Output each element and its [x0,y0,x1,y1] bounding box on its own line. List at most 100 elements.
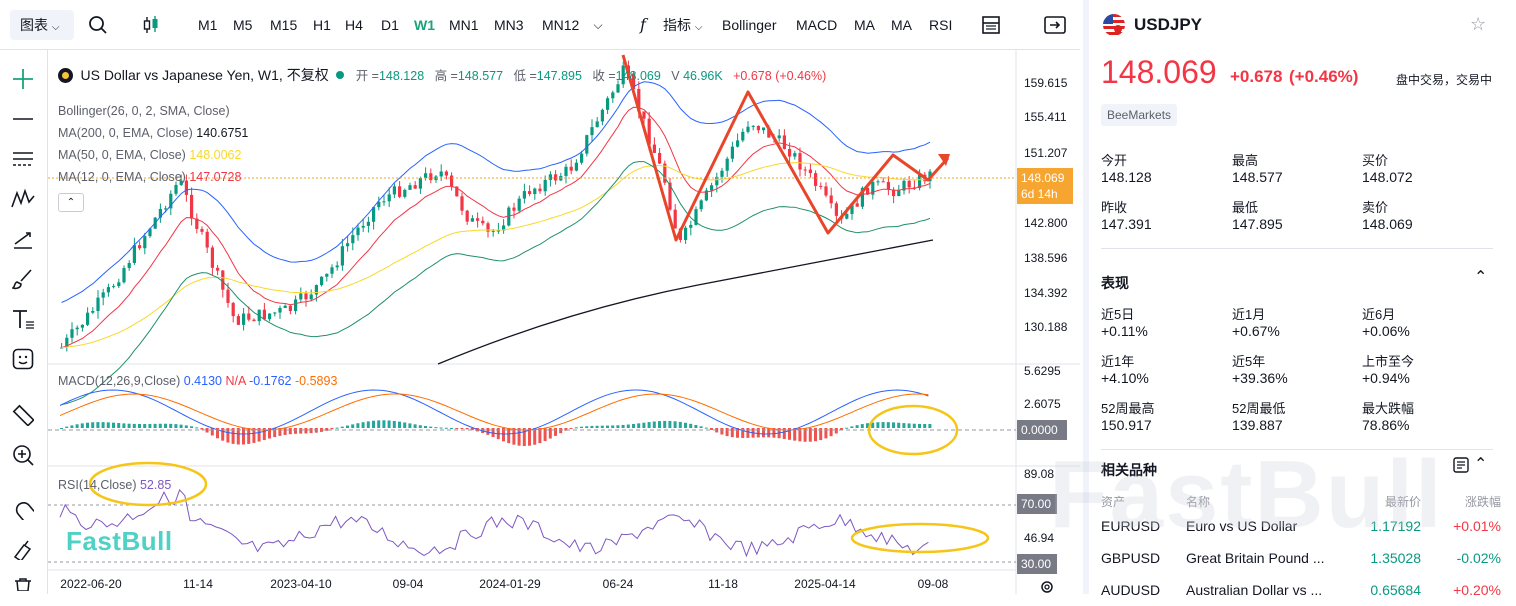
ruler-icon[interactable] [10,402,36,428]
perf-value: 150.917 [1101,417,1152,433]
related-change: -0.02% [1456,550,1501,566]
candle-body [715,176,719,186]
more-intervals-chevron-icon[interactable]: ⌵ [593,17,603,32]
horizontal-line-icon[interactable] [10,106,36,132]
rsi-value: 52.85 [139,478,172,492]
candle-body [611,92,615,99]
candle-body [621,65,625,85]
interval-h1-button[interactable]: H1 [313,17,331,33]
emoji-icon[interactable] [10,346,36,372]
brush-icon[interactable] [10,266,36,292]
macd-hist-bar [918,423,921,428]
candle-body [850,203,854,214]
macd-hist-bar [382,420,386,428]
list-icon[interactable] [1453,457,1471,475]
macd-zero-tag-label: 0.0000 [1021,423,1058,437]
macd-value-4: -0.5893 [295,374,338,388]
candle-body [413,185,417,189]
fullscreen-icon[interactable] [1043,13,1067,37]
time-tick-label: 09-04 [393,577,424,591]
pattern-icon[interactable] [10,186,36,212]
candle-body [325,273,329,277]
broker-badge[interactable]: BeeMarkets [1101,104,1178,126]
indicators-button[interactable]: 指标 ⌵ [663,12,702,38]
interval-w1-button[interactable]: W1 [414,17,435,33]
chart-toolbar: 图表 ⌵ M1 M5 M15 H1 H4 D1 W1 MN1 MN3 MN12 ⌵ f 指标 ⌵ … [0,0,1080,50]
macd-hist-bar [283,428,287,435]
study-bollinger[interactable]: Bollinger(26, 0, 2, SMA, Close) [58,104,230,118]
macd-hist-bar [502,428,505,442]
collapse-related-icon[interactable]: ⌃ [1474,456,1488,473]
collapse-performance-icon[interactable]: ⌃ [1474,269,1488,286]
low-value: 147.895 [536,69,582,83]
zoom-in-icon[interactable] [10,442,36,468]
highlight-ellipse [867,404,959,456]
magnet-icon[interactable] [10,496,36,522]
interval-mn1-button[interactable]: MN1 [449,17,479,33]
study-ma200[interactable]: MA(200, 0, EMA, Close) 140.6751 [58,126,248,140]
interval-mn12-button[interactable]: MN12 [542,17,580,33]
crosshair-icon[interactable] [10,66,36,92]
watermark-logo: FastBull [66,526,173,556]
chart-area[interactable]: 159.615 155.411 151.207 142.800 138.596 134.3… [48,50,1080,594]
price-tick-label: 142.800 [1024,216,1068,230]
indicator-rsi-button[interactable]: RSI [929,17,953,33]
interval-m1-button[interactable]: M1 [198,17,218,33]
indicator-ma-button[interactable]: MA [854,17,875,33]
macd-hist-bar [148,423,152,428]
study-ma50[interactable]: MA(50, 0, EMA, Close) 148.0062 [58,148,241,162]
perf-label: 最大跌幅 [1362,401,1415,416]
candle-body [377,201,381,208]
search-icon[interactable] [86,13,110,37]
interval-m5-button[interactable]: M5 [233,17,253,33]
fib-lines-icon[interactable] [10,146,36,172]
candle-body [372,207,376,222]
star-icon[interactable]: ☆ [1470,14,1487,34]
candle-body [595,121,599,128]
macd-hist-bar [912,423,916,428]
candle-body [164,208,168,210]
stat-value: 148.069 [1362,216,1413,232]
candle-body [642,111,646,119]
candlestick-icon[interactable] [139,13,163,37]
interval-mn3-button[interactable]: MN3 [494,17,524,33]
chart-type-dropdown[interactable]: 图表 ⌵ [10,10,74,40]
macd-hist-bar [153,423,157,428]
candle-body [278,307,282,313]
macd-hist-bar [413,424,417,428]
trash-icon[interactable] [10,574,36,594]
settings-gear-icon[interactable] [1038,578,1056,596]
quote-panel: USDJPY ☆ 148.069 +0.678 (+0.46%) 盘中交易，交易… [1049,0,1516,598]
collapse-legend-icon[interactable]: ⌃ [58,193,84,212]
macd-hist-bar [158,423,162,428]
study-ma12[interactable]: MA(12, 0, EMA, Close) 147.0728 [58,170,241,184]
macd-hist-bar [606,425,609,428]
indicator-ma-button[interactable]: MA [891,17,912,33]
candle-body [262,309,266,320]
interval-d1-button[interactable]: D1 [381,17,399,33]
macd-hist-bar [184,425,188,428]
interval-m15-button[interactable]: M15 [270,17,298,33]
indicator-macd-button[interactable]: MACD [796,17,838,33]
stat-value: 148.577 [1232,169,1283,185]
candles [60,60,932,352]
macd-hist-bar [902,423,906,428]
stat-value: 147.391 [1101,216,1152,232]
macd-hist-bar [616,425,620,428]
chart-canvas[interactable]: 159.615 155.411 151.207 142.800 138.596 134.3… [48,50,1080,594]
candle-body [174,184,178,194]
indicator-bollinger-button[interactable]: Bollinger [722,17,777,33]
interval-h4-button[interactable]: H4 [345,17,363,33]
candle-body [554,174,558,181]
candle-body [751,125,755,127]
lock-icon[interactable] [10,536,36,562]
layout-icon[interactable] [979,13,1003,37]
text-tool-icon[interactable] [10,306,36,332]
panel-divider [1083,0,1089,594]
trend-tool-icon[interactable] [10,226,36,252]
macd-hist-bar [767,428,771,438]
candle-body [658,152,662,164]
macd-hist-bar [824,428,828,439]
stat-value: 148.072 [1362,169,1413,185]
candle-body [283,305,287,308]
